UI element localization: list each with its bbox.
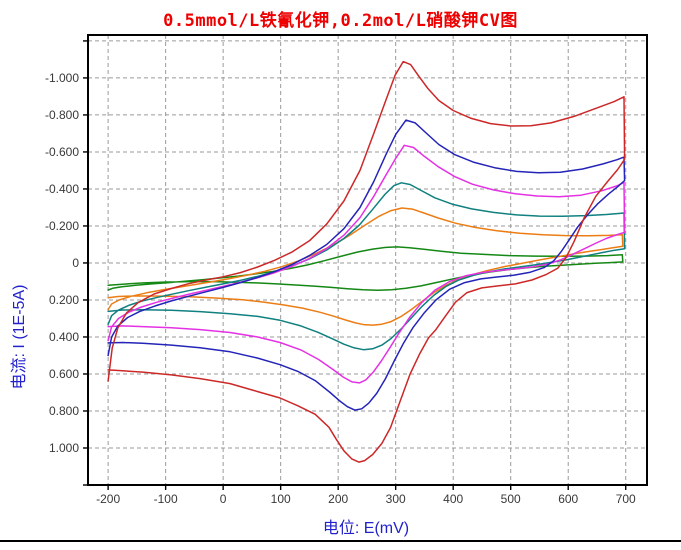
y-tick-label: -0.400 <box>45 182 79 196</box>
y-tick-label: 1.000 <box>49 441 79 455</box>
x-tick-label: -100 <box>154 492 178 506</box>
x-tick-label: 500 <box>501 492 521 506</box>
bottom-divider <box>0 540 681 542</box>
y-tick-label: 0.800 <box>49 404 79 418</box>
cv-curve-loop-green <box>107 246 624 291</box>
y-tick-label: -0.200 <box>45 219 79 233</box>
x-tick-label: 100 <box>271 492 291 506</box>
y-tick-label: 0.200 <box>49 293 79 307</box>
y-axis-label: 电流: I (1E-5A) <box>11 284 28 390</box>
cv-curve-loop-red <box>107 60 626 463</box>
y-tick-label: -0.800 <box>45 108 79 122</box>
x-axis-label: 电位: E(mV) <box>322 520 410 537</box>
plot-border <box>87 34 648 486</box>
x-tick-label: 700 <box>616 492 636 506</box>
x-tick-label: 200 <box>328 492 348 506</box>
x-tick-label: 600 <box>558 492 578 506</box>
x-tick-label: 400 <box>443 492 463 506</box>
x-tick-label: 300 <box>386 492 406 506</box>
cv-curve-loop-orange <box>107 207 624 326</box>
y-tick-label: -1.000 <box>45 71 79 85</box>
y-tick-label: -0.600 <box>45 145 79 159</box>
cv-curve-loop-magenta <box>107 144 626 384</box>
x-tick-label: -200 <box>96 492 120 506</box>
cv-curve-loop-blue <box>107 119 626 411</box>
x-tick-label: 0 <box>220 492 227 506</box>
y-tick-label: 0.600 <box>49 367 79 381</box>
y-tick-label: 0.400 <box>49 330 79 344</box>
chart-title: 0.5mmol/L铁氰化钾,0.2mol/L硝酸钾CV图 <box>163 11 518 31</box>
y-tick-label: 0 <box>72 256 79 270</box>
